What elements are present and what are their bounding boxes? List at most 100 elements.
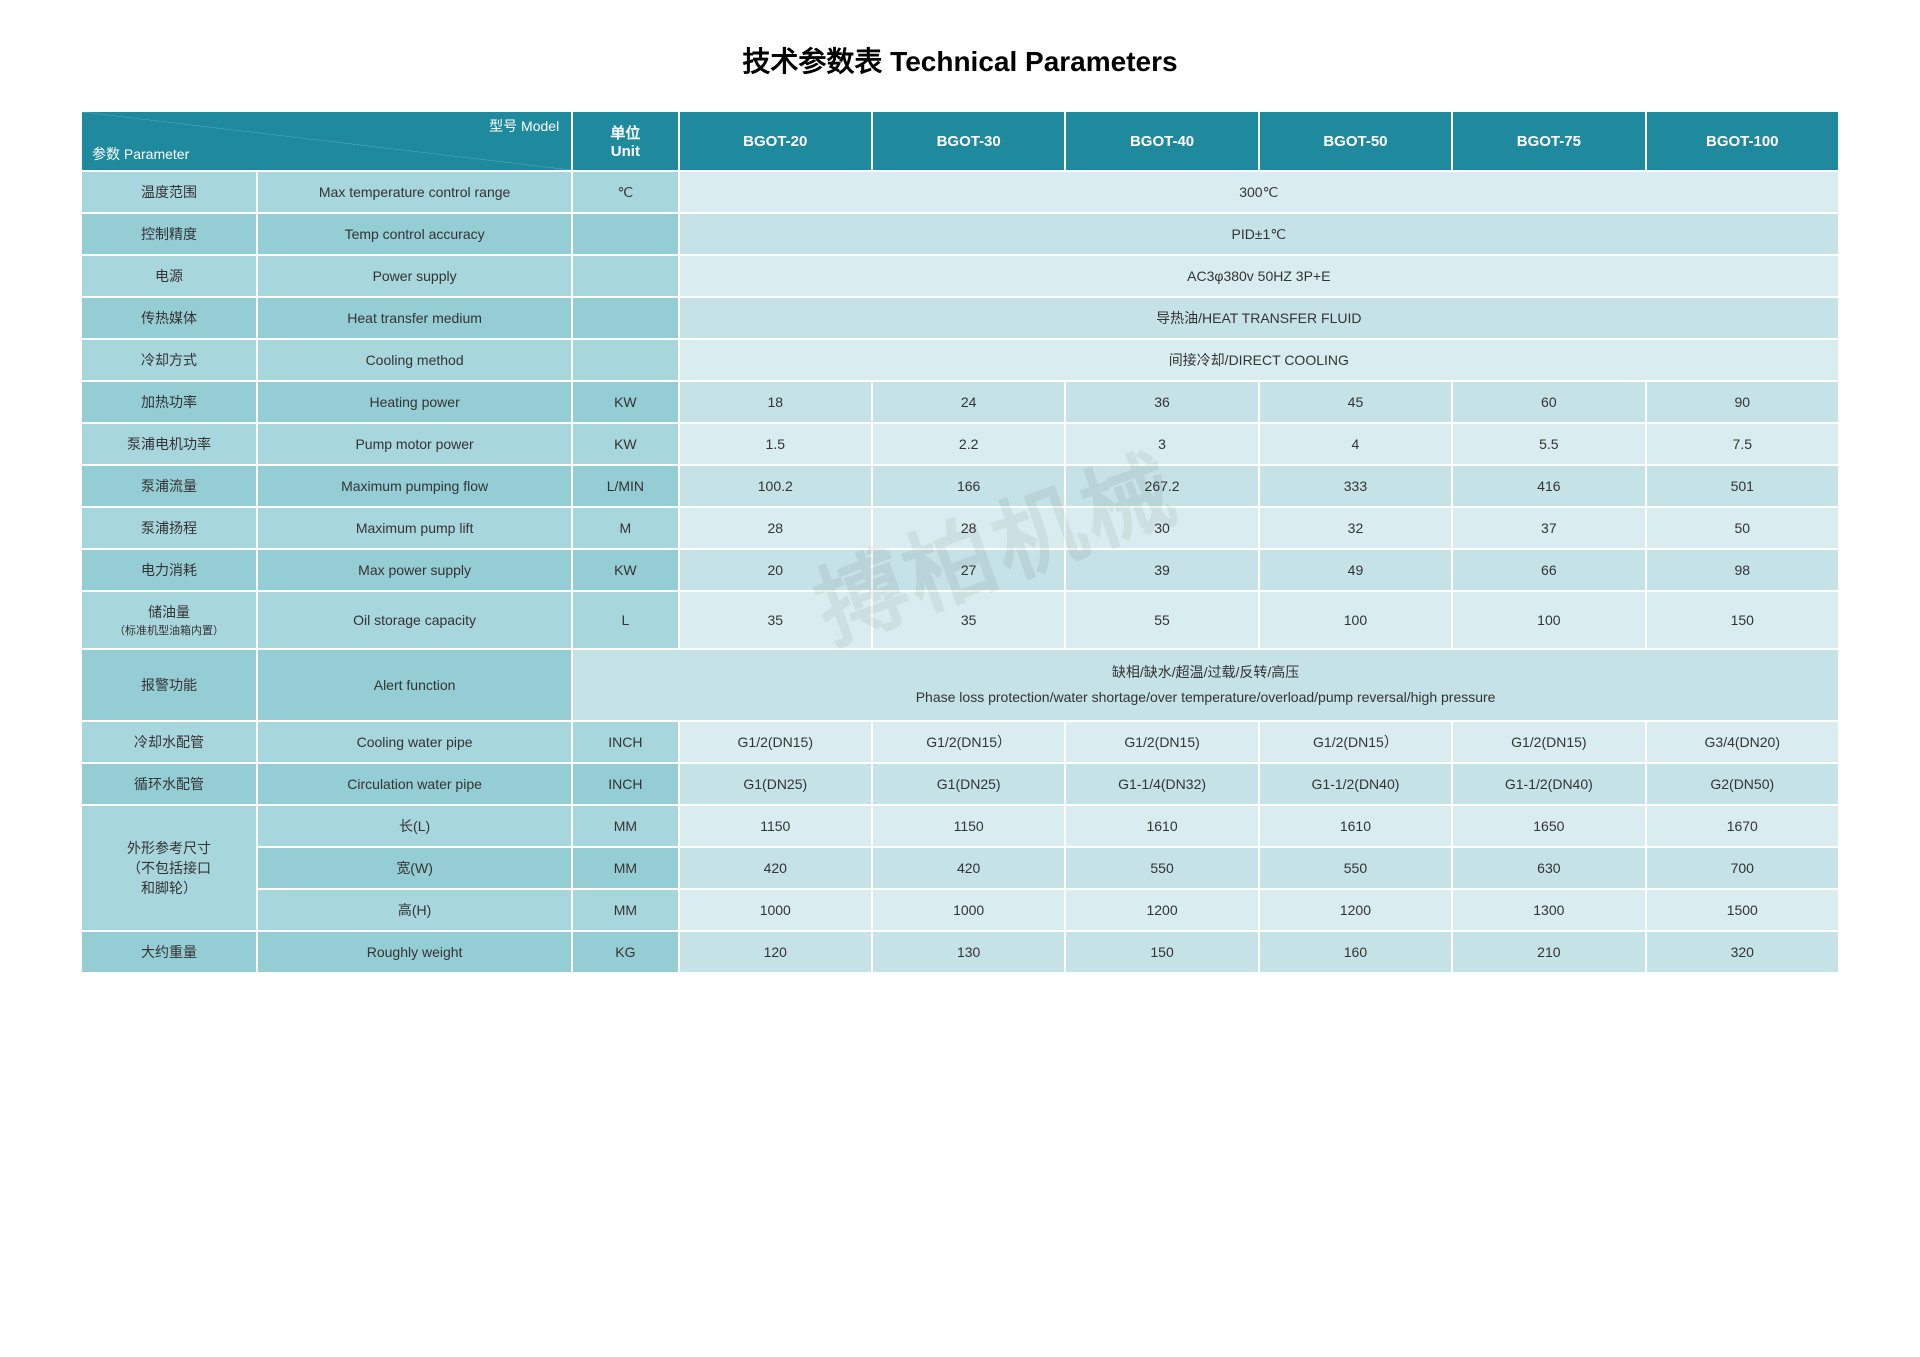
value-cell: 550 bbox=[1066, 848, 1257, 888]
value-cell: 1200 bbox=[1260, 890, 1451, 930]
table-row: 温度范围Max temperature control range℃300℃ bbox=[82, 172, 1838, 212]
table-row: 冷却方式Cooling method间接冷却/DIRECT COOLING bbox=[82, 340, 1838, 380]
span-cell: 300℃ bbox=[680, 172, 1838, 212]
unit-cell bbox=[573, 214, 677, 254]
table-row: 控制精度Temp control accuracy PID±1℃ bbox=[82, 214, 1838, 254]
corner-model-label: 型号 Model bbox=[489, 116, 559, 136]
value-cell: 700 bbox=[1647, 848, 1838, 888]
value-cell: 1610 bbox=[1260, 806, 1451, 846]
value-cell: G1/2(DN15） bbox=[873, 722, 1064, 762]
unit-cell: L/MIN bbox=[573, 466, 677, 506]
param-cn: 大约重量 bbox=[82, 932, 256, 972]
header-row: 型号 Model 参数 Parameter 单位 Unit BGOT-20 BG… bbox=[82, 112, 1838, 170]
unit-cell: KG bbox=[573, 932, 677, 972]
unit-cell: ℃ bbox=[573, 172, 677, 212]
value-cell: 416 bbox=[1453, 466, 1644, 506]
param-en: 高(H) bbox=[258, 890, 571, 930]
value-cell: 2.2 bbox=[873, 424, 1064, 464]
value-cell: G1(DN25) bbox=[873, 764, 1064, 804]
param-cn: 冷却方式 bbox=[82, 340, 256, 380]
value-cell: 1000 bbox=[680, 890, 871, 930]
value-cell: 30 bbox=[1066, 508, 1257, 548]
unit-cell: MM bbox=[573, 890, 677, 930]
value-cell: 98 bbox=[1647, 550, 1838, 590]
value-cell: 20 bbox=[680, 550, 871, 590]
unit-cell: MM bbox=[573, 806, 677, 846]
unit-cell bbox=[573, 298, 677, 338]
value-cell: 1650 bbox=[1453, 806, 1644, 846]
value-cell: 1.5 bbox=[680, 424, 871, 464]
value-cell: 66 bbox=[1453, 550, 1644, 590]
table-row: 大约重量Roughly weightKG120130150160210320 bbox=[82, 932, 1838, 972]
param-en: Max power supply bbox=[258, 550, 571, 590]
table-row: 报警功能Alert function缺相/缺水/超温/过载/反转/高压Phase… bbox=[82, 650, 1838, 720]
value-cell: G1/2(DN15） bbox=[1260, 722, 1451, 762]
param-en: Roughly weight bbox=[258, 932, 571, 972]
header-model: BGOT-30 bbox=[873, 112, 1064, 170]
param-en: Alert function bbox=[258, 650, 571, 720]
value-cell: 630 bbox=[1453, 848, 1644, 888]
span-cell: PID±1℃ bbox=[680, 214, 1838, 254]
value-cell: G1/2(DN15) bbox=[1453, 722, 1644, 762]
param-cn: 泵浦扬程 bbox=[82, 508, 256, 548]
value-cell: 1200 bbox=[1066, 890, 1257, 930]
header-model: BGOT-50 bbox=[1260, 112, 1451, 170]
param-en: Max temperature control range bbox=[258, 172, 571, 212]
param-cn: 电力消耗 bbox=[82, 550, 256, 590]
param-en: Power supply bbox=[258, 256, 571, 296]
value-cell: 550 bbox=[1260, 848, 1451, 888]
value-cell: G2(DN50) bbox=[1647, 764, 1838, 804]
value-cell: 45 bbox=[1260, 382, 1451, 422]
span-cell: 导热油/HEAT TRANSFER FLUID bbox=[680, 298, 1838, 338]
value-cell: 150 bbox=[1066, 932, 1257, 972]
value-cell: 28 bbox=[680, 508, 871, 548]
unit-cell: M bbox=[573, 508, 677, 548]
value-cell: 50 bbox=[1647, 508, 1838, 548]
param-cn: 储油量（标准机型油箱内置） bbox=[82, 592, 256, 648]
param-cn: 加热功率 bbox=[82, 382, 256, 422]
value-cell: 420 bbox=[680, 848, 871, 888]
param-en: 宽(W) bbox=[258, 848, 571, 888]
value-cell: 1610 bbox=[1066, 806, 1257, 846]
unit-cell: INCH bbox=[573, 764, 677, 804]
param-cn: 温度范围 bbox=[82, 172, 256, 212]
value-cell: 18 bbox=[680, 382, 871, 422]
value-cell: 150 bbox=[1647, 592, 1838, 648]
parameters-table: 型号 Model 参数 Parameter 单位 Unit BGOT-20 BG… bbox=[80, 110, 1840, 974]
table-row: 外形参考尺寸 （不包括接口 和脚轮）长(L)MM1150115016101610… bbox=[82, 806, 1838, 846]
value-cell: G1/2(DN15) bbox=[1066, 722, 1257, 762]
value-cell: 1000 bbox=[873, 890, 1064, 930]
header-unit: 单位 Unit bbox=[573, 112, 677, 170]
table-row: 高(H)MM100010001200120013001500 bbox=[82, 890, 1838, 930]
unit-cell: KW bbox=[573, 550, 677, 590]
value-cell: 120 bbox=[680, 932, 871, 972]
value-cell: 166 bbox=[873, 466, 1064, 506]
value-cell: 35 bbox=[680, 592, 871, 648]
param-cn: 外形参考尺寸 （不包括接口 和脚轮） bbox=[82, 806, 256, 930]
value-cell: 100.2 bbox=[680, 466, 871, 506]
table-row: 冷却水配管Cooling water pipeINCHG1/2(DN15)G1/… bbox=[82, 722, 1838, 762]
value-cell: G1-1/2(DN40) bbox=[1453, 764, 1644, 804]
value-cell: G1(DN25) bbox=[680, 764, 871, 804]
value-cell: 5.5 bbox=[1453, 424, 1644, 464]
value-cell: 7.5 bbox=[1647, 424, 1838, 464]
value-cell: G1-1/4(DN32) bbox=[1066, 764, 1257, 804]
param-en: Temp control accuracy bbox=[258, 214, 571, 254]
header-model: BGOT-40 bbox=[1066, 112, 1257, 170]
value-cell: 1500 bbox=[1647, 890, 1838, 930]
value-cell: 130 bbox=[873, 932, 1064, 972]
header-model: BGOT-100 bbox=[1647, 112, 1838, 170]
unit-cell bbox=[573, 256, 677, 296]
param-en: Cooling method bbox=[258, 340, 571, 380]
value-cell: 1150 bbox=[680, 806, 871, 846]
value-cell: 37 bbox=[1453, 508, 1644, 548]
param-cn: 泵浦电机功率 bbox=[82, 424, 256, 464]
param-cn: 控制精度 bbox=[82, 214, 256, 254]
value-cell: 3 bbox=[1066, 424, 1257, 464]
param-en: Maximum pumping flow bbox=[258, 466, 571, 506]
value-cell: 49 bbox=[1260, 550, 1451, 590]
param-cn: 冷却水配管 bbox=[82, 722, 256, 762]
value-cell: 100 bbox=[1260, 592, 1451, 648]
param-cn: 循环水配管 bbox=[82, 764, 256, 804]
value-cell: 55 bbox=[1066, 592, 1257, 648]
